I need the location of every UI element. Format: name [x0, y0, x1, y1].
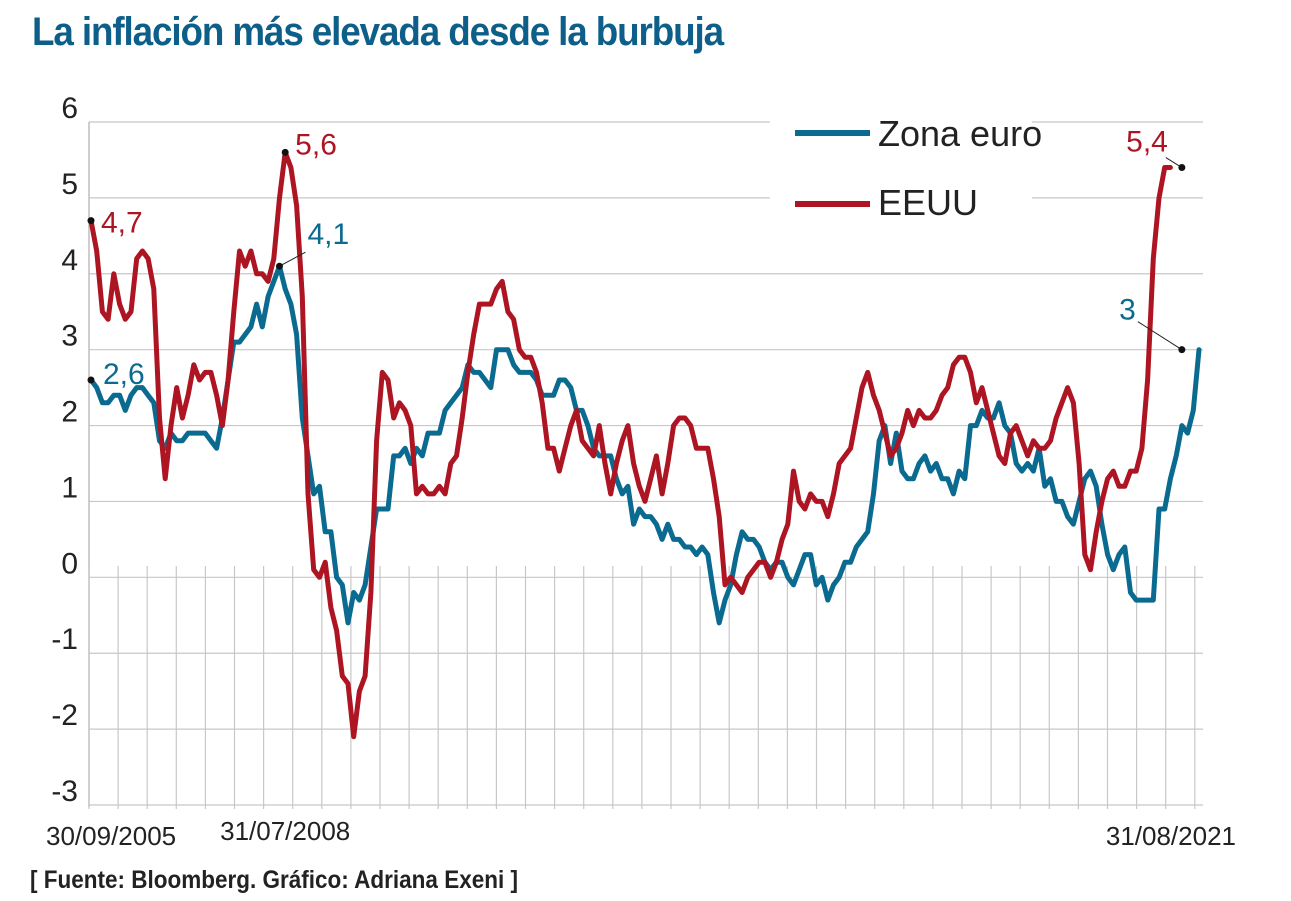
y-tick-label: 4 [61, 244, 78, 277]
annotation-label: 5,6 [295, 128, 337, 161]
annotation-label: 4,1 [307, 218, 349, 251]
y-axis-ticks: 6 5 4 3 2 1 0 -1 -2 -3 [51, 92, 78, 808]
source-credit: [ Fuente: Bloomberg. Gráfico: Adriana Ex… [30, 866, 518, 894]
annotation-label: 3 [1119, 294, 1136, 327]
x-axis-ticks: 30/09/2005 31/07/2008 31/08/2021 [46, 816, 1236, 851]
annotation-label: 4,7 [101, 207, 143, 240]
annotations: 2,6 4,1 3 4,7 5,6 5,4 [87, 126, 1186, 391]
annotation-dot [87, 217, 95, 225]
annotation-dot [275, 262, 283, 270]
y-tick-label: 1 [61, 471, 78, 504]
y-tick-label: 2 [61, 396, 78, 429]
y-tick-label: 0 [61, 547, 78, 580]
annotation-label: 5,4 [1126, 126, 1168, 159]
annotation-leader [279, 251, 306, 267]
y-tick-label: -2 [51, 699, 78, 732]
series-line-zona-euro [88, 263, 1202, 626]
series-lines [88, 149, 1202, 740]
x-tick-label: 31/08/2021 [1106, 821, 1236, 851]
x-tick-label: 31/07/2008 [220, 816, 350, 846]
y-tick-label: 6 [61, 92, 78, 125]
annotation-label: 2,6 [103, 358, 145, 391]
chart-title: La inflación más elevada desde la burbuj… [32, 10, 724, 54]
legend-label-zona-euro: Zona euro [878, 113, 1042, 154]
annotation-dot [1178, 346, 1186, 354]
x-tick-label: 30/09/2005 [46, 821, 176, 851]
legend: Zona euro EEUU [770, 108, 1042, 226]
y-tick-label: -3 [51, 775, 78, 808]
annotation-leader [1137, 321, 1183, 351]
series-line-eeuu [88, 149, 1173, 740]
y-tick-label: 5 [61, 168, 78, 201]
y-tick-label: -1 [51, 623, 78, 656]
annotation-dot [1178, 164, 1186, 172]
y-tick-label: 3 [61, 320, 78, 353]
legend-label-eeuu: EEUU [878, 182, 978, 223]
annotation-dot [87, 376, 95, 384]
annotation-dot [281, 148, 289, 156]
